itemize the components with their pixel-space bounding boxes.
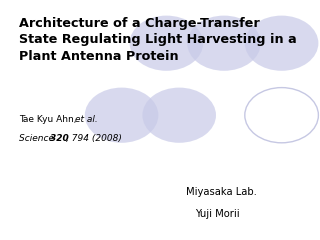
Text: , 794 (2008): , 794 (2008): [66, 134, 122, 144]
Text: Tae Kyu Ahn,: Tae Kyu Ahn,: [19, 115, 80, 124]
Text: Architecture of a Charge-Transfer
State Regulating Light Harvesting in a
Plant A: Architecture of a Charge-Transfer State …: [19, 17, 297, 63]
Text: Science: Science: [19, 134, 57, 144]
Text: Miyasaka Lab.: Miyasaka Lab.: [186, 187, 256, 197]
Text: 320: 320: [50, 134, 69, 144]
Circle shape: [187, 16, 261, 71]
Circle shape: [130, 16, 203, 71]
Circle shape: [245, 16, 318, 71]
Text: Yuji Morii: Yuji Morii: [195, 209, 240, 219]
Circle shape: [245, 88, 318, 143]
Circle shape: [142, 88, 216, 143]
Circle shape: [85, 88, 158, 143]
Text: et al.: et al.: [75, 115, 98, 124]
